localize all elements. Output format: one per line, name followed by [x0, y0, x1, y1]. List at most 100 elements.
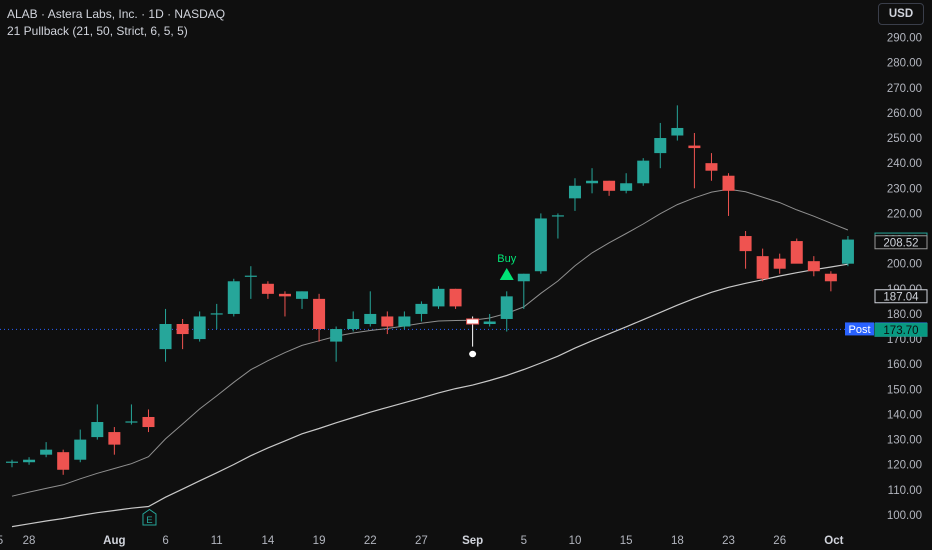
candle[interactable] [517, 273, 530, 309]
time-tick: 5 [0, 535, 3, 547]
candle[interactable] [347, 311, 360, 332]
earnings-marker[interactable]: E [142, 508, 157, 527]
candle-body [57, 452, 70, 470]
earnings-icon [142, 508, 157, 526]
price-axis[interactable]: 290.00 280.00 270.00 260.00 250.00 240.00 230.… [845, 33, 928, 523]
time-axis[interactable]: 28 Aug 6 11 14 19 22 27 Sep 5 10 15 18 23 26 Oct 5 [0, 535, 844, 547]
candle[interactable] [415, 301, 428, 322]
candle[interactable] [705, 153, 718, 181]
candle-body [296, 291, 309, 299]
candle-body [586, 180, 599, 184]
candle[interactable] [637, 158, 650, 186]
candle[interactable] [227, 278, 240, 317]
candle[interactable] [534, 213, 547, 274]
price-tick: 130.00 [887, 435, 922, 447]
candle[interactable] [586, 168, 599, 194]
price-tag[interactable]: 173.70 [874, 322, 928, 337]
candle[interactable] [6, 459, 18, 468]
candle[interactable] [432, 286, 445, 309]
candle[interactable] [654, 122, 667, 169]
candle[interactable] [261, 281, 274, 299]
candle[interactable] [74, 429, 87, 463]
candle[interactable] [313, 293, 326, 342]
candle-body [330, 329, 343, 342]
price-tag[interactable]: 187.04 [874, 289, 928, 304]
time-tick: 14 [262, 535, 275, 547]
candle[interactable] [466, 316, 480, 347]
candle[interactable] [841, 236, 854, 267]
currency-button[interactable]: USD [878, 3, 924, 25]
candle[interactable] [722, 173, 735, 216]
candle[interactable] [364, 291, 377, 327]
candle-body [398, 316, 411, 327]
candle[interactable] [23, 457, 36, 465]
candle-body [705, 163, 718, 171]
time-tick: 22 [364, 535, 377, 547]
candle-body [824, 273, 837, 282]
plot-area[interactable]: Buy E [0, 105, 874, 528]
candle[interactable] [176, 318, 189, 350]
candle-body [620, 183, 633, 191]
time-tick: Sep [462, 535, 483, 547]
candle[interactable] [296, 291, 309, 309]
candle[interactable] [125, 404, 138, 425]
time-tick: 26 [773, 535, 786, 547]
candle-body [6, 461, 18, 463]
time-tick: Aug [103, 535, 125, 547]
candle-body [364, 313, 377, 324]
candle[interactable] [398, 311, 411, 330]
time-tick: Oct [824, 535, 843, 547]
candle[interactable] [159, 308, 172, 362]
candle[interactable] [142, 409, 155, 433]
candle-body [176, 324, 189, 335]
candle[interactable] [603, 180, 616, 196]
time-tick: 6 [162, 535, 168, 547]
candle[interactable] [193, 311, 206, 342]
candle-body [159, 324, 172, 350]
candle[interactable] [483, 313, 496, 327]
price-tag-text: 208.52 [883, 237, 918, 249]
time-tick: 10 [569, 535, 582, 547]
candle[interactable] [790, 238, 803, 264]
candle[interactable] [330, 326, 343, 362]
candle[interactable] [671, 105, 684, 141]
candle[interactable] [756, 248, 769, 282]
candle[interactable] [244, 266, 257, 299]
indicator-title[interactable]: 21 Pullback (21, 50, Strict, 6, 5, 5) [7, 24, 188, 38]
price-tick: 290.00 [887, 33, 922, 45]
candle[interactable] [108, 427, 121, 455]
candle-body [568, 185, 581, 199]
candle[interactable] [773, 253, 786, 274]
candle[interactable] [551, 213, 564, 239]
symbol-title[interactable]: ALAB · Astera Labs, Inc. · 1D · NASDAQ [7, 7, 226, 21]
price-tick: 280.00 [887, 58, 922, 70]
candle[interactable] [620, 173, 633, 194]
price-tick: 200.00 [887, 259, 922, 271]
candle-body [244, 275, 257, 277]
candle[interactable] [381, 311, 394, 335]
candle[interactable] [500, 291, 513, 332]
candle-body [108, 432, 121, 445]
candle-body [142, 416, 155, 428]
candle[interactable] [91, 404, 104, 440]
candle[interactable] [807, 256, 820, 277]
time-tick: 18 [671, 535, 684, 547]
candle[interactable] [739, 231, 752, 269]
candle[interactable] [449, 288, 462, 309]
time-tick: 5 [521, 535, 527, 547]
price-tag[interactable]: 208.52 [874, 235, 928, 250]
chart-legend: ALAB · Astera Labs, Inc. · 1D · NASDAQ 2… [7, 6, 225, 40]
candle[interactable] [210, 303, 223, 330]
price-tick: 230.00 [887, 183, 922, 195]
candle-body [227, 281, 240, 314]
candle[interactable] [57, 449, 70, 475]
candle[interactable] [568, 178, 581, 211]
candle-body [722, 175, 735, 191]
time-tick: 11 [211, 535, 223, 547]
candle[interactable] [278, 291, 291, 317]
candle-body [432, 288, 445, 307]
candle[interactable] [688, 133, 701, 189]
candle[interactable] [824, 271, 837, 292]
candle[interactable] [40, 442, 53, 458]
